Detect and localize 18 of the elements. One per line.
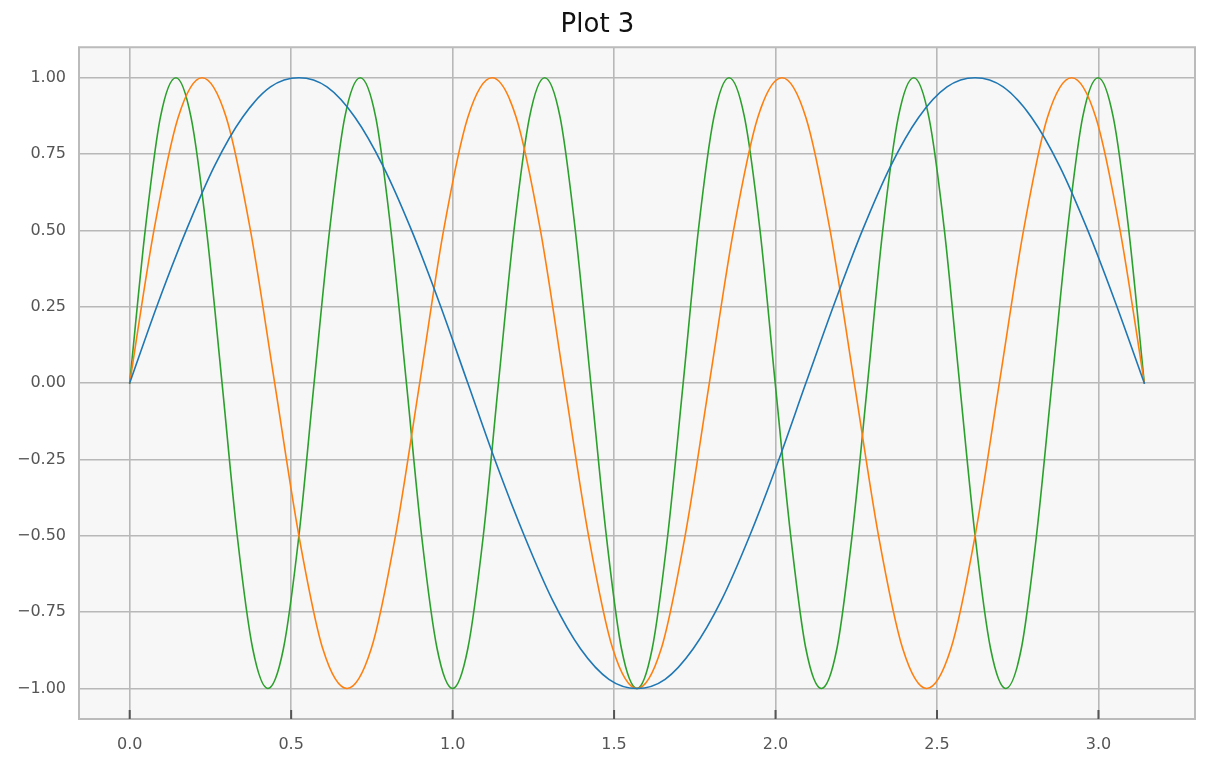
y-tick-label: −0.25 (16, 448, 66, 468)
y-tick-label: 0.00 (30, 372, 66, 392)
x-tick-label: 0.0 (116, 733, 143, 753)
x-tick-label: 2.5 (924, 733, 950, 753)
y-tick-label: 0.75 (30, 143, 66, 163)
y-tick-label: 1.00 (30, 66, 66, 86)
y-tick-label: −0.75 (16, 601, 66, 621)
y-tick-label: −0.50 (16, 524, 66, 544)
y-tick-label: 0.50 (30, 219, 66, 239)
x-tick-label: 1.5 (601, 733, 627, 753)
x-tick-label: 1.0 (439, 733, 466, 753)
y-tick-label: −1.00 (16, 677, 66, 697)
chart-title: Plot 3 (560, 8, 635, 39)
x-tick-label: 0.5 (278, 733, 304, 753)
x-tick-label: 3.0 (1085, 733, 1112, 753)
x-tick-label: 2.0 (762, 733, 789, 753)
y-tick-label: 0.25 (30, 295, 66, 315)
line-series (128, 76, 1146, 690)
